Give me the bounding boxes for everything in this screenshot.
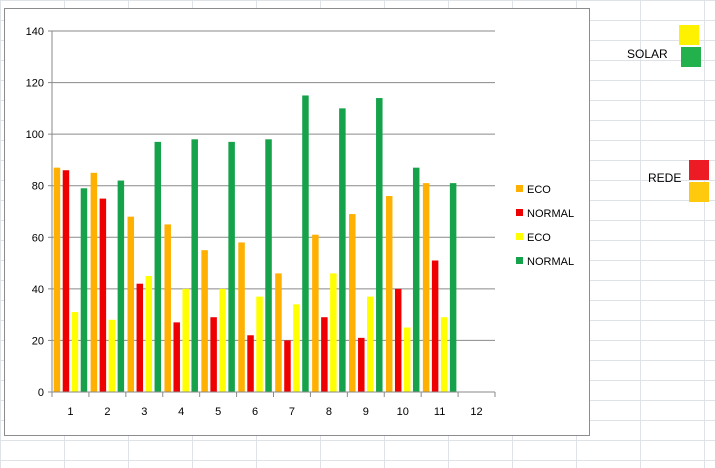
x-tick-label: 4 bbox=[178, 406, 184, 418]
legend-swatch bbox=[516, 233, 523, 240]
bar bbox=[219, 288, 226, 392]
bar bbox=[247, 335, 254, 392]
bar bbox=[321, 317, 328, 392]
x-tick-label: 8 bbox=[326, 406, 332, 418]
bar bbox=[210, 317, 217, 392]
bar bbox=[403, 327, 411, 392]
x-tick-label: 3 bbox=[141, 406, 147, 418]
bar bbox=[449, 183, 457, 392]
y-tick-label: 120 bbox=[26, 78, 44, 90]
x-tick-label: 9 bbox=[363, 406, 369, 418]
bar bbox=[191, 139, 198, 392]
bar bbox=[422, 183, 430, 392]
bar bbox=[339, 108, 346, 392]
chart-area: 0 20 40 60 80 100 120 140 1 2 3 4 5 6 7 8 9 10 11 12 ECO NOR… bbox=[4, 8, 590, 436]
x-tick-label: 6 bbox=[252, 406, 258, 418]
legend-swatch bbox=[516, 185, 523, 192]
bar bbox=[108, 319, 116, 392]
y-tick-label: 80 bbox=[32, 181, 44, 193]
bar bbox=[385, 196, 393, 392]
legend-label: ECO bbox=[527, 184, 551, 196]
bar bbox=[376, 98, 383, 393]
rede-swatch-orange bbox=[689, 182, 709, 202]
y-tick-label: 100 bbox=[26, 129, 44, 141]
bar bbox=[154, 141, 162, 392]
bar bbox=[312, 234, 319, 392]
bar bbox=[284, 340, 291, 392]
bar bbox=[256, 296, 263, 392]
legend-swatch bbox=[516, 209, 523, 216]
bar bbox=[71, 312, 79, 392]
legend-label: ECO bbox=[527, 232, 551, 244]
solar-swatch-green bbox=[681, 47, 701, 67]
bar bbox=[145, 275, 153, 392]
gridlines bbox=[52, 30, 495, 393]
y-tick-label: 40 bbox=[32, 284, 44, 296]
legend-label: NORMAL bbox=[527, 256, 574, 268]
bar bbox=[412, 167, 420, 392]
bar bbox=[228, 141, 235, 392]
bar bbox=[440, 317, 448, 392]
bar bbox=[164, 224, 171, 392]
y-tick-label: 20 bbox=[32, 335, 44, 347]
solar-swatch-yellow bbox=[679, 25, 699, 45]
y-tick-label: 60 bbox=[32, 232, 44, 244]
legend-label: NORMAL bbox=[527, 208, 574, 220]
solar-label: SOLAR bbox=[627, 47, 668, 61]
bar bbox=[80, 188, 88, 392]
x-tick-label: 11 bbox=[434, 406, 445, 418]
x-tick-label: 2 bbox=[104, 406, 110, 418]
bar bbox=[117, 180, 125, 392]
bar bbox=[238, 242, 245, 392]
bar bbox=[62, 170, 70, 392]
bar bbox=[330, 273, 337, 392]
bar bbox=[265, 139, 272, 392]
x-tick-label: 5 bbox=[215, 406, 221, 418]
bar bbox=[53, 167, 61, 392]
x-tick-label: 10 bbox=[397, 406, 409, 418]
bar bbox=[127, 216, 135, 392]
bar bbox=[182, 288, 189, 392]
x-tick-label: 1 bbox=[67, 406, 73, 418]
y-tick-label: 140 bbox=[26, 26, 44, 38]
y-tick-label: 0 bbox=[38, 387, 44, 399]
bar bbox=[431, 260, 439, 392]
bar bbox=[358, 337, 365, 392]
bar bbox=[136, 283, 144, 392]
bar bbox=[173, 322, 180, 392]
bar bbox=[275, 273, 282, 392]
x-tick-label: 7 bbox=[289, 406, 295, 418]
x-tick-label: 12 bbox=[470, 406, 482, 418]
bar bbox=[394, 288, 402, 392]
rede-swatch-red bbox=[689, 160, 709, 180]
bar bbox=[349, 214, 356, 392]
bar bbox=[302, 95, 309, 392]
bar bbox=[201, 250, 208, 392]
bar bbox=[367, 296, 374, 392]
bar bbox=[293, 304, 300, 392]
legend-swatch bbox=[516, 257, 523, 264]
bars bbox=[53, 95, 457, 393]
chart-legend: ECO NORMAL ECO NORMAL bbox=[516, 184, 574, 268]
bar bbox=[90, 172, 98, 392]
bar bbox=[99, 198, 107, 392]
rede-label: REDE bbox=[648, 171, 682, 185]
